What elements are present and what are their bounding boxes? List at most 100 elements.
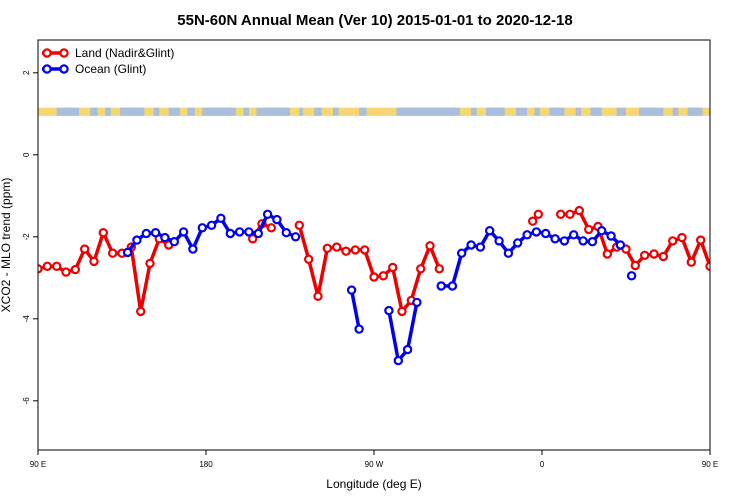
data-point (658, 251, 669, 262)
data-point (313, 291, 323, 301)
data-point (725, 263, 732, 270)
data-point (388, 262, 398, 273)
data-point (559, 236, 570, 246)
data-point (696, 235, 706, 245)
data-point (716, 265, 723, 272)
ocean-patch (590, 107, 602, 116)
data-point (272, 214, 282, 225)
data-point (332, 242, 342, 252)
data-point (253, 228, 263, 239)
data-point (606, 231, 616, 241)
data-point (188, 244, 198, 254)
data-point (640, 250, 650, 260)
data-point (384, 305, 394, 316)
data-point (587, 236, 598, 247)
data-point (393, 355, 403, 366)
data-point (569, 230, 579, 240)
data-point (436, 281, 446, 291)
data-point (677, 232, 687, 243)
data-point (244, 227, 254, 237)
data-point (602, 249, 613, 259)
data-point (522, 230, 532, 240)
data-point (216, 213, 226, 223)
x-tick-label: 90 W (365, 460, 384, 469)
chart-title: 55N-60N Annual Mean (Ver 10) 2015-01-01 … (177, 12, 572, 29)
ocean-patch (471, 107, 477, 116)
ocean-patch (672, 107, 679, 116)
data-point (42, 261, 53, 271)
data-point (206, 220, 217, 230)
data-point (457, 248, 467, 258)
ocean-patch (187, 107, 195, 116)
data-point (412, 297, 422, 308)
ocean-patch (256, 107, 290, 116)
data-point (425, 241, 435, 251)
ocean-patch (486, 107, 505, 116)
data-point (141, 228, 151, 239)
data-point (528, 216, 538, 226)
land-band (38, 107, 710, 116)
data-point (360, 245, 370, 255)
ocean-patch (243, 107, 249, 116)
y-tick-label: 2 (22, 70, 31, 75)
data-point (533, 209, 544, 219)
data-point (668, 236, 678, 246)
land-mask-band (38, 107, 710, 116)
series-land (38, 205, 750, 317)
data-point (322, 243, 332, 253)
data-point (531, 227, 542, 237)
data-point (485, 225, 495, 236)
data-point (503, 248, 514, 258)
data-point (369, 272, 379, 282)
data-point (378, 271, 388, 281)
data-point (734, 263, 741, 270)
data-point (132, 235, 142, 245)
data-point (615, 240, 626, 250)
data-point (649, 249, 659, 259)
data-point (79, 244, 90, 254)
data-point (294, 220, 304, 230)
data-point (574, 205, 585, 216)
y-tick-label: 0 (22, 152, 31, 157)
x-axis-label: Longitude (deg E) (326, 477, 421, 491)
data-point (122, 247, 133, 258)
data-point (107, 248, 118, 258)
data-point (346, 285, 357, 295)
ocean-patch (359, 107, 367, 116)
data-point (397, 306, 407, 317)
data-point (705, 261, 710, 271)
data-point (584, 224, 594, 235)
ocean-patch (202, 107, 236, 116)
plot-frame (37, 39, 711, 451)
ocean-patch (549, 107, 565, 116)
data-point (541, 228, 551, 239)
data-point (744, 268, 750, 275)
x-tick-label: 180 (199, 460, 213, 469)
data-point (145, 258, 155, 269)
ocean-patch (105, 107, 111, 116)
data-point (556, 209, 566, 219)
y-tick-label: -4 (22, 315, 31, 323)
data-point (341, 246, 351, 256)
data-point (70, 264, 81, 275)
data-point (416, 264, 426, 274)
ocean-patch (575, 107, 582, 116)
ocean-patch (120, 107, 145, 116)
data-point (350, 245, 360, 255)
data-point (135, 306, 146, 317)
data-point (52, 261, 62, 271)
data-point (247, 234, 258, 244)
ocean-patch (687, 107, 703, 116)
y-axis-label: XCO2 - MLO trend (ppm) (0, 178, 13, 313)
data-point (626, 271, 637, 281)
data-point (304, 254, 314, 264)
data-point (266, 223, 276, 233)
y-tick-label: -2 (22, 233, 31, 241)
legend-marker (59, 64, 69, 74)
ocean-patch (299, 107, 304, 116)
ocean-patch (314, 107, 322, 116)
ocean-patch (515, 107, 528, 116)
legend-label: Land (Nadir&Glint) (75, 46, 174, 60)
data-point (169, 236, 179, 247)
